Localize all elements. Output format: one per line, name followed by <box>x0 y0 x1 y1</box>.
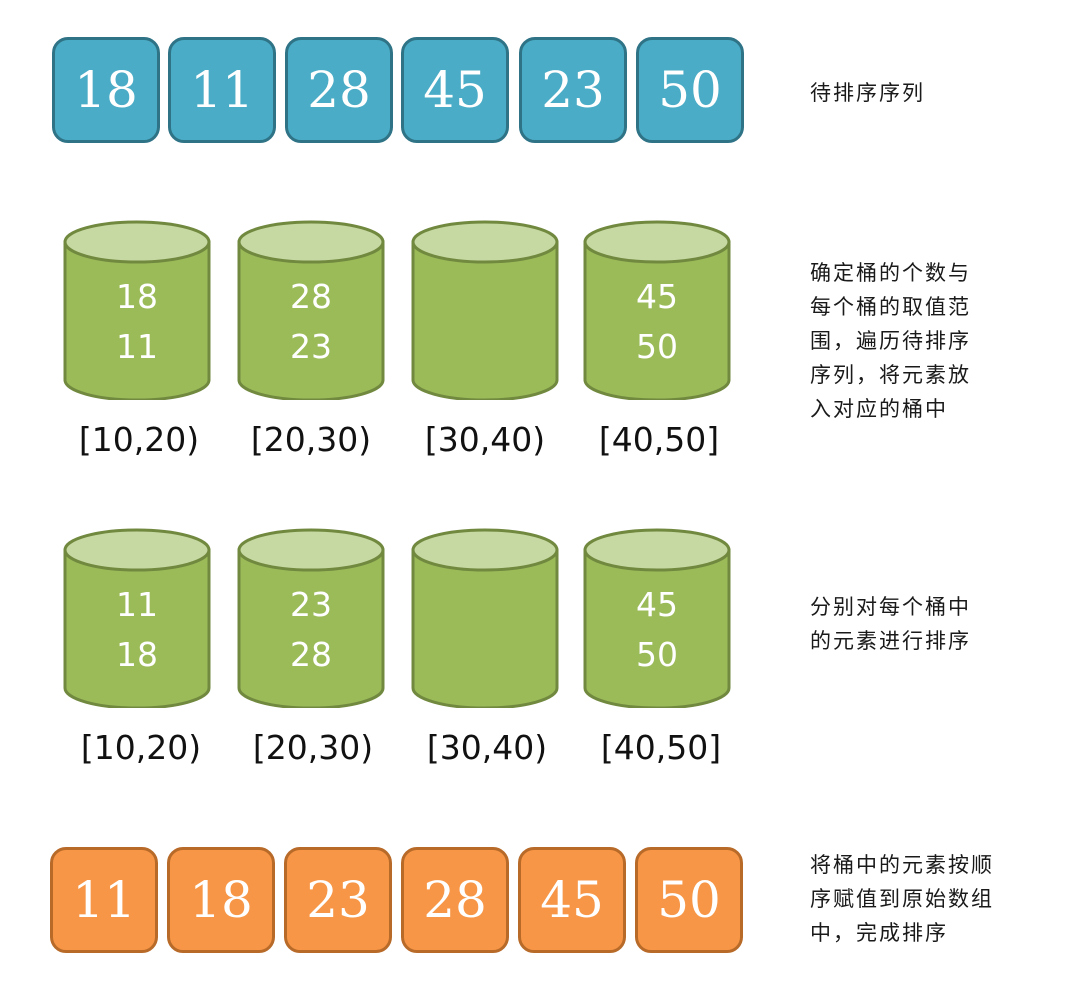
input-element: 11 <box>168 37 276 143</box>
bucket: 28 23 <box>236 220 386 400</box>
bucket-item: 18 <box>116 635 158 674</box>
output-element: 11 <box>50 847 158 953</box>
bucket-range-label: [40,50] <box>598 420 720 459</box>
bucket-range-label: [10,20) <box>80 728 202 767</box>
bucket <box>410 528 560 708</box>
bucket: 18 11 <box>62 220 212 400</box>
bucket-cylinder-icon <box>583 528 731 708</box>
output-element: 45 <box>518 847 626 953</box>
input-caption: 待排序序列 <box>810 81 925 105</box>
bucket-item: 11 <box>116 327 158 366</box>
input-sequence: 18 11 28 45 23 50 <box>0 37 760 147</box>
output-element: 50 <box>635 847 743 953</box>
output-caption: 将桶中的元素按顺 序赋值到原始数组 中，完成排序 <box>810 853 994 945</box>
bucket-cylinder-icon <box>411 220 559 400</box>
output-element: 28 <box>401 847 509 953</box>
input-element: 50 <box>636 37 744 143</box>
bucket: 23 28 <box>236 528 386 708</box>
sort-caption: 分别对每个桶中 的元素进行排序 <box>810 595 971 653</box>
bucket-item: 23 <box>290 585 332 624</box>
bucket-cylinder-icon <box>237 220 385 400</box>
distribution-caption: 确定桶的个数与 每个桶的取值范 围，遍历待排序 序列，将元素放 入对应的桶中 <box>810 261 971 421</box>
bucket-range-label: [30,40) <box>424 420 546 459</box>
bucket-range-label: [40,50] <box>600 728 722 767</box>
bucket-range-label: [30,40) <box>426 728 548 767</box>
input-element: 18 <box>52 37 160 143</box>
input-element: 23 <box>519 37 627 143</box>
input-element: 28 <box>285 37 393 143</box>
output-sequence: 11 18 23 28 45 50 <box>0 847 760 957</box>
bucket-item: 11 <box>116 585 158 624</box>
output-element: 18 <box>167 847 275 953</box>
bucket-range-label: [20,30) <box>250 420 372 459</box>
bucket-cylinder-icon <box>237 528 385 708</box>
bucket: 11 18 <box>62 528 212 708</box>
bucket-cylinder-icon <box>63 528 211 708</box>
bucket-range-label: [10,20) <box>78 420 200 459</box>
bucket: 45 50 <box>582 220 732 400</box>
bucket-cylinder-icon <box>411 528 559 708</box>
bucket-item: 28 <box>290 635 332 674</box>
bucket-item: 45 <box>636 585 678 624</box>
bucket-range-label: [20,30) <box>252 728 374 767</box>
bucket-cylinder-icon <box>583 220 731 400</box>
bucket <box>410 220 560 400</box>
bucket-cylinder-icon <box>63 220 211 400</box>
bucket-item: 45 <box>636 277 678 316</box>
bucket-item: 23 <box>290 327 332 366</box>
output-element: 23 <box>284 847 392 953</box>
bucket: 45 50 <box>582 528 732 708</box>
bucket-item: 18 <box>116 277 158 316</box>
bucket-item: 28 <box>290 277 332 316</box>
bucket-item: 50 <box>636 635 678 674</box>
input-element: 45 <box>401 37 509 143</box>
bucket-item: 50 <box>636 327 678 366</box>
